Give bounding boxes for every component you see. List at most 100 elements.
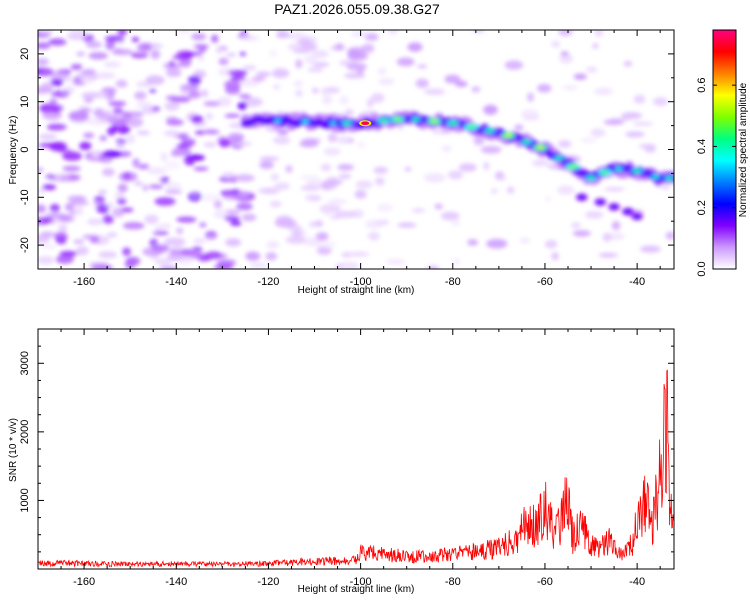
spectrogram-cell [127,117,144,128]
spectrogram-cell [519,237,531,244]
spectrogram-cell [96,204,110,214]
spectrogram-cell [233,141,252,147]
spectrogram-cell [295,89,303,97]
spectrogram-ridge-hotspot [343,121,351,125]
spectrogram-cell [38,30,54,34]
spectrogram-cell [164,101,180,111]
spectrogram-ridge-hotspot [412,117,420,122]
spectrogram-cell [293,80,304,87]
spectrogram-ridge-hotspot [615,167,623,171]
spectrogram-cell [305,194,313,202]
spectrogram-cell [38,188,46,194]
spectrogram-cell [154,197,176,206]
spectrogram-cell [415,78,429,89]
spectrogram-cell [558,140,572,148]
x-tick-label: -160 [73,576,95,588]
spectrogram-cell [81,69,96,76]
spectrogram-cell [378,78,395,86]
spectrogram-cell [288,32,307,40]
spectrogram-cell [300,185,321,191]
chart-title: PAZ1.2026.055.09.38.G27 [274,1,440,17]
spectrogram-cell [76,51,85,57]
spectrogram-cell [344,109,354,116]
spectrogram-cell [226,209,241,215]
spectrogram-cell [38,256,55,265]
spectrogram-cell [236,202,253,211]
spectrogram-ridge-hotspot [633,169,641,173]
spectrogram-cell [122,222,145,230]
spectrogram-cell [134,181,143,186]
spectrogram-cell [179,84,198,91]
spectrogram-cell [335,210,356,219]
spectrogram-x-ticks: -160 -140 -120 -100 -80 -60 -40 [37,30,661,288]
spectrogram-cell [632,121,654,126]
spectrogram-cell [427,265,440,269]
spectrogram-cell [115,79,128,88]
spectrogram-cell [240,35,260,42]
spectrogram-cell [102,150,123,158]
spectrogram-cell [51,78,64,86]
spectrogram-cell [159,223,172,229]
spectrogram-cell [227,132,245,142]
spectrogram-cell [205,113,214,120]
spectrogram-cell [323,147,341,156]
spectrogram-y-axis-title: Frequency (Hz) [8,116,19,185]
spectrogram-cell [107,126,116,136]
spectrogram-cell [218,57,229,66]
spectrogram-cell [116,197,127,205]
spectrogram-cell [148,168,168,174]
spectrogram-cell [169,246,186,251]
spectrogram-cell [640,245,661,253]
spectrogram-cell [594,87,613,96]
spectrogram-cell [224,80,241,90]
spectrogram-cell [115,139,128,144]
spectrogram-cell [126,134,136,144]
spectrogram-cell [458,163,477,172]
spectrogram-cell [166,119,184,126]
spectrogram-cell [396,57,415,67]
spectrogram-cell [373,166,388,174]
spectrogram-cell [444,74,461,84]
spectrogram-cell [259,156,280,161]
spectrogram-cell [239,51,247,57]
spectrogram-cell [272,136,291,145]
spectrogram-ridge-hotspot [536,145,544,150]
spectrogram-cell [211,34,219,43]
spectrogram-cell [347,251,370,257]
spectrogram-cell [176,143,193,149]
colorbar-tick-label: 0.6 [696,78,708,93]
spectrogram-cell [623,61,633,67]
spectrogram-cell [590,128,606,138]
spectrogram-cell [117,183,128,193]
spectrogram-cell [218,138,231,148]
spectrogram-cell [47,123,67,131]
spectrogram-cell [205,234,217,240]
spectrogram-cell [338,174,352,179]
spectrogram-cell [88,52,108,60]
spectrogram-cell [42,184,57,191]
spectrogram-cell [215,47,224,55]
spectrogram-cell [424,88,446,95]
snr-series-line [38,369,674,569]
spectrogram-cell [165,68,182,77]
spectrogram-ridge-hotspot [555,156,563,160]
spectrogram-cell [155,258,173,266]
spectrogram-cell [38,42,51,50]
spectrogram-cell [98,190,107,195]
spectrogram-cell [377,203,393,212]
spectrogram-cell [123,172,131,180]
spectrogram-cell [136,130,151,135]
snr-y-ticks: 1000 2000 3000 [19,328,674,570]
colorbar-tick-label: 0.0 [696,261,708,276]
spectrogram-cell [203,142,217,148]
spectrogram-cell [320,182,337,190]
spectrogram-cell [68,110,89,121]
spectrogram-cell [441,145,452,152]
spectrogram-cell [38,133,57,140]
spectrogram-cell [653,97,668,106]
x-tick-label: -100 [350,576,372,588]
spectrogram-cell [89,237,100,244]
spectrogram-cell [270,173,279,182]
spectrogram-cell [203,101,221,107]
spectrogram-cell [234,174,255,182]
